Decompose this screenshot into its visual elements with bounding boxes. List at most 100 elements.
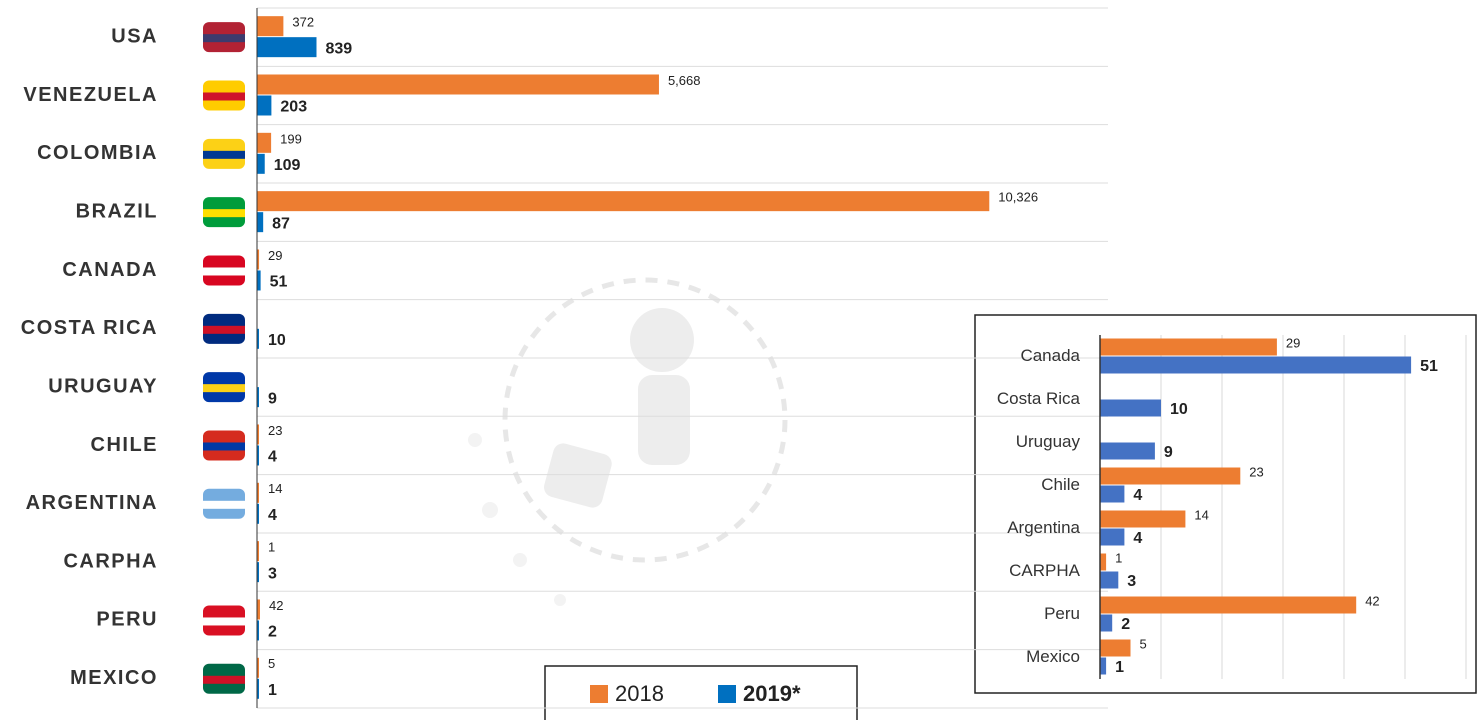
value-label: 29 <box>268 248 282 263</box>
bar <box>257 445 259 466</box>
value-label: 2 <box>268 624 277 641</box>
category-label: Costa Rica <box>997 389 1081 408</box>
value-label: 1 <box>1115 550 1122 565</box>
bar <box>257 599 260 620</box>
watermark <box>468 277 788 606</box>
category-label: VENEZUELA <box>23 84 158 106</box>
bar <box>257 424 259 445</box>
value-label: 203 <box>280 99 307 116</box>
value-label: 3 <box>1127 573 1136 590</box>
bar <box>257 132 272 153</box>
bar <box>1100 528 1125 546</box>
value-label: 29 <box>1286 335 1300 350</box>
flag-icon <box>203 675 245 684</box>
legend-label: 2018 <box>615 681 664 706</box>
category-label: COSTA RICA <box>21 317 158 339</box>
bar <box>257 657 259 678</box>
bar <box>1100 356 1412 374</box>
value-label: 199 <box>280 131 302 146</box>
bar <box>257 678 259 699</box>
bar <box>257 541 259 562</box>
bar <box>1100 485 1125 503</box>
flag-icon <box>203 500 245 509</box>
flag-icon <box>203 442 245 451</box>
flag-icon <box>203 267 245 276</box>
bar <box>1100 510 1186 528</box>
category-label: CHILE <box>91 434 159 456</box>
flag-icon <box>203 34 245 43</box>
value-label: 5,668 <box>668 73 701 88</box>
value-label: 4 <box>268 507 277 524</box>
category-label: Argentina <box>1007 518 1080 537</box>
value-label: 5 <box>1140 636 1147 651</box>
bar <box>257 620 259 641</box>
bar <box>257 37 317 58</box>
value-label: 1 <box>268 682 277 699</box>
bar <box>1100 657 1107 675</box>
value-label: 4 <box>268 449 277 466</box>
bar <box>1100 596 1357 614</box>
bar <box>257 16 284 37</box>
category-label: Mexico <box>1026 647 1080 666</box>
bar <box>257 270 261 291</box>
value-label: 10,326 <box>998 190 1038 205</box>
value-label: 372 <box>292 15 314 30</box>
value-label: 3 <box>268 565 277 582</box>
bar <box>1100 571 1119 589</box>
bar <box>257 249 260 270</box>
value-label: 4 <box>1133 530 1142 547</box>
bar <box>257 74 659 95</box>
flag-icon <box>203 617 245 626</box>
flag-icon <box>203 92 245 101</box>
value-label: 42 <box>1365 593 1379 608</box>
value-label: 14 <box>1194 507 1208 522</box>
value-label: 1 <box>1115 659 1124 676</box>
bar <box>257 153 265 174</box>
value-label: 109 <box>274 157 301 174</box>
value-label: 5 <box>268 656 275 671</box>
legend-label: 2019* <box>743 681 801 706</box>
bar <box>1100 553 1107 571</box>
value-label: 9 <box>268 390 277 407</box>
value-label: 10 <box>1170 401 1188 418</box>
category-label: URUGUAY <box>48 375 158 397</box>
bar <box>1100 338 1277 356</box>
value-label: 839 <box>325 40 352 57</box>
value-label: 87 <box>272 215 290 232</box>
bar <box>257 387 259 408</box>
category-label: ARGENTINA <box>26 492 158 514</box>
category-label: Uruguay <box>1016 432 1081 451</box>
value-label: 10 <box>268 332 286 349</box>
value-label: 23 <box>268 423 282 438</box>
bar <box>1100 467 1241 485</box>
category-label: CARPHA <box>63 550 158 572</box>
value-label: 1 <box>268 540 275 555</box>
bar <box>257 212 264 233</box>
flag-icon <box>203 325 245 334</box>
category-label: CANADA <box>62 259 158 281</box>
category-label: COLOMBIA <box>37 142 158 164</box>
value-label: 9 <box>1164 444 1173 461</box>
bar <box>1100 442 1155 460</box>
flag-icon <box>203 150 245 159</box>
bar <box>257 562 259 583</box>
bar <box>257 328 259 349</box>
value-label: 42 <box>269 598 283 613</box>
category-label: PERU <box>96 609 158 631</box>
flag-icon <box>203 384 245 393</box>
category-label: CARPHA <box>1009 561 1081 580</box>
bar <box>257 191 990 212</box>
flag-icon <box>203 209 245 218</box>
bar <box>257 95 272 116</box>
inset-box <box>974 314 1477 694</box>
value-label: 14 <box>268 481 282 496</box>
legend-swatch <box>590 685 608 703</box>
category-label: USA <box>111 25 158 47</box>
category-label: Peru <box>1044 604 1080 623</box>
category-label: Canada <box>1020 346 1080 365</box>
bar <box>1100 614 1113 632</box>
value-label: 2 <box>1121 616 1130 633</box>
value-label: 51 <box>270 274 288 291</box>
value-label: 51 <box>1420 358 1438 375</box>
